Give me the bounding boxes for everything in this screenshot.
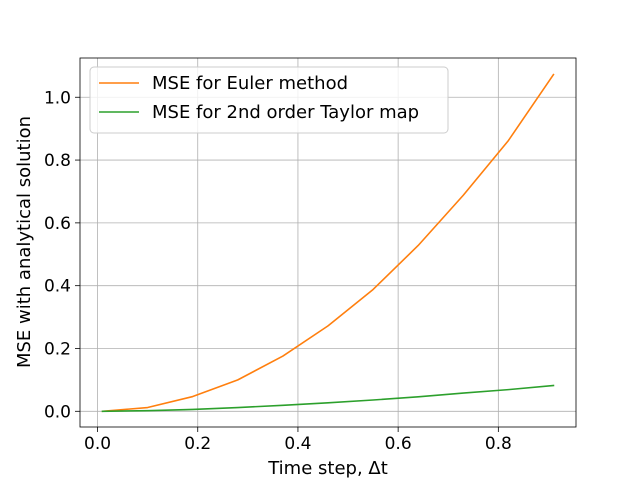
plot-frame [79, 57, 577, 428]
x-axis-label: Time step, Δt [267, 458, 388, 479]
y-axis-label: MSE with analytical solution [14, 116, 35, 368]
series-line-2 [101, 384, 555, 413]
y-tick-label: 0.6 [44, 214, 71, 234]
y-tick-label: 0.0 [44, 402, 71, 422]
legend-box [89, 66, 449, 134]
x-tick-label: 0.8 [485, 434, 512, 454]
axis-ticks: 0.0 0.2 0.4 0.6 0.8 0.0 0.2 0.4 0.6 0.8 1.0 [44, 88, 512, 454]
y-tick-label: 0.4 [44, 277, 71, 297]
x-tick-label: 0.2 [184, 434, 211, 454]
legend-label-2: MSE for 2nd order Taylor map [152, 102, 419, 123]
y-tick-label: 1.0 [44, 88, 71, 108]
series-lines [101, 73, 555, 413]
legend-items: MSE for Euler method MSE for 2nd order Ta… [99, 73, 419, 123]
x-tick-label: 0.6 [385, 434, 412, 454]
legend-label-1: MSE for Euler method [152, 73, 348, 94]
legend: MSE for Euler method MSE for 2nd order Ta… [89, 66, 449, 134]
x-tick-label: 0.4 [284, 434, 311, 454]
series-line-1 [101, 73, 555, 413]
y-tick-label: 0.8 [44, 151, 71, 171]
y-tick-label: 0.2 [44, 339, 71, 359]
x-tick-label: 0.0 [84, 434, 111, 454]
